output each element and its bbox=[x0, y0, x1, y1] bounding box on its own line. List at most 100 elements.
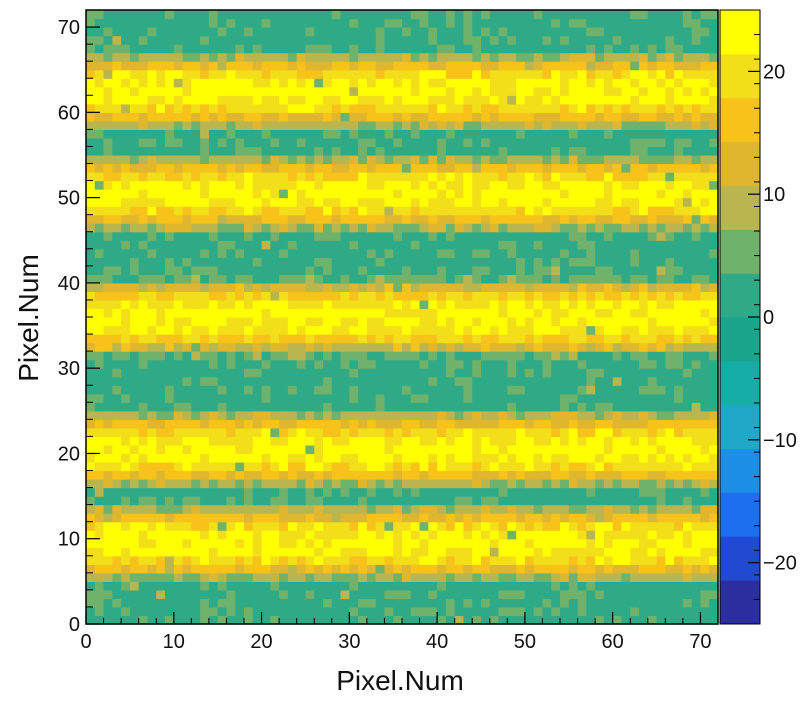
heatmap-cell bbox=[595, 530, 605, 540]
heatmap-cell bbox=[454, 231, 465, 241]
heatmap-cell bbox=[419, 172, 429, 182]
heatmap-cell bbox=[621, 453, 631, 463]
heatmap-cell bbox=[156, 564, 166, 574]
heatmap-cell bbox=[86, 52, 96, 62]
heatmap-cell bbox=[445, 598, 456, 608]
heatmap-cell bbox=[103, 308, 113, 318]
heatmap-cell bbox=[665, 615, 675, 625]
heatmap-cell bbox=[208, 78, 219, 88]
heatmap-cell bbox=[191, 172, 201, 182]
heatmap-cell bbox=[375, 547, 386, 557]
heatmap-cell bbox=[349, 572, 359, 582]
heatmap-cell bbox=[244, 146, 254, 156]
heatmap-cell bbox=[498, 496, 508, 506]
heatmap-cell bbox=[481, 214, 491, 224]
heatmap-cell bbox=[709, 35, 719, 45]
heatmap-cell bbox=[217, 61, 228, 71]
heatmap-cell bbox=[366, 487, 377, 497]
heatmap-cell bbox=[287, 197, 298, 207]
heatmap-cell bbox=[340, 206, 350, 216]
heatmap-cell bbox=[402, 376, 412, 386]
heatmap-cell bbox=[463, 146, 473, 156]
heatmap-cell bbox=[410, 172, 421, 182]
heatmap-cell bbox=[603, 308, 614, 318]
heatmap-cell bbox=[410, 359, 421, 369]
heatmap-cell bbox=[208, 240, 219, 250]
heatmap-cell bbox=[682, 470, 693, 480]
heatmap-cell bbox=[709, 547, 719, 557]
heatmap-cell bbox=[498, 513, 508, 523]
heatmap-cell bbox=[331, 453, 342, 463]
heatmap-cell bbox=[568, 299, 579, 310]
heatmap-cell bbox=[586, 265, 596, 275]
heatmap-cell bbox=[542, 342, 552, 352]
heatmap-cell bbox=[709, 572, 719, 582]
heatmap-cell bbox=[287, 146, 298, 156]
heatmap-cell bbox=[86, 180, 96, 190]
heatmap-cell bbox=[402, 95, 412, 105]
heatmap-cell bbox=[384, 487, 394, 497]
heatmap-cell bbox=[639, 265, 649, 275]
heatmap-cell bbox=[481, 317, 491, 327]
heatmap-cell bbox=[656, 453, 666, 463]
heatmap-cell bbox=[577, 189, 587, 199]
heatmap-cell bbox=[121, 86, 131, 96]
heatmap-cell bbox=[595, 410, 605, 420]
heatmap-cell bbox=[340, 487, 350, 497]
heatmap-cell bbox=[542, 154, 552, 165]
heatmap-cell bbox=[279, 598, 289, 608]
heatmap-cell bbox=[665, 376, 675, 386]
heatmap-cell bbox=[200, 206, 210, 216]
heatmap-cell bbox=[244, 129, 254, 139]
heatmap-cell bbox=[639, 154, 649, 165]
heatmap-cell bbox=[472, 325, 482, 335]
heatmap-cell bbox=[331, 385, 342, 395]
heatmap-cell bbox=[682, 299, 693, 310]
heatmap-cell bbox=[375, 572, 386, 582]
heatmap-cell bbox=[682, 342, 693, 352]
heatmap-cell bbox=[366, 274, 377, 284]
heatmap-cell bbox=[226, 547, 236, 557]
heatmap-cell bbox=[165, 359, 175, 369]
heatmap-cell bbox=[103, 86, 113, 96]
heatmap-cell bbox=[384, 257, 394, 267]
heatmap-cell bbox=[358, 308, 368, 318]
heatmap-cell bbox=[138, 436, 149, 446]
heatmap-cell bbox=[560, 402, 570, 412]
heatmap-cell bbox=[296, 359, 307, 369]
heatmap-cell bbox=[437, 376, 447, 386]
heatmap-cell bbox=[428, 521, 438, 531]
heatmap-cell bbox=[252, 274, 263, 284]
heatmap-cell bbox=[129, 547, 140, 557]
heatmap-cell bbox=[287, 27, 298, 37]
heatmap-cell bbox=[323, 376, 333, 386]
heatmap-cell bbox=[331, 112, 342, 122]
heatmap-cell bbox=[647, 581, 658, 591]
heatmap-cell bbox=[349, 206, 359, 216]
heatmap-cell bbox=[709, 598, 719, 608]
heatmap-cell bbox=[208, 419, 219, 429]
heatmap-cell bbox=[498, 197, 508, 207]
heatmap-cell bbox=[252, 214, 263, 224]
heatmap-cell bbox=[384, 265, 394, 275]
heatmap-cell bbox=[524, 299, 535, 310]
heatmap-cell bbox=[621, 146, 631, 156]
heatmap-cell bbox=[393, 137, 403, 148]
heatmap-cell bbox=[129, 419, 140, 429]
heatmap-cell bbox=[612, 129, 623, 139]
heatmap-cell bbox=[314, 274, 324, 284]
heatmap-cell bbox=[112, 564, 122, 574]
heatmap-cell bbox=[621, 163, 631, 173]
heatmap-cell bbox=[340, 240, 350, 250]
heatmap-cell bbox=[121, 564, 131, 574]
heatmap-cell bbox=[428, 206, 438, 216]
heatmap-cell bbox=[94, 129, 105, 139]
heatmap-cell bbox=[524, 461, 535, 472]
heatmap-cell bbox=[340, 248, 350, 258]
heatmap-cell bbox=[586, 112, 596, 122]
heatmap-cell bbox=[261, 129, 271, 139]
heatmap-cell bbox=[147, 299, 157, 310]
heatmap-cell bbox=[112, 129, 122, 139]
heatmap-cell bbox=[647, 44, 658, 54]
heatmap-cell bbox=[647, 86, 658, 96]
